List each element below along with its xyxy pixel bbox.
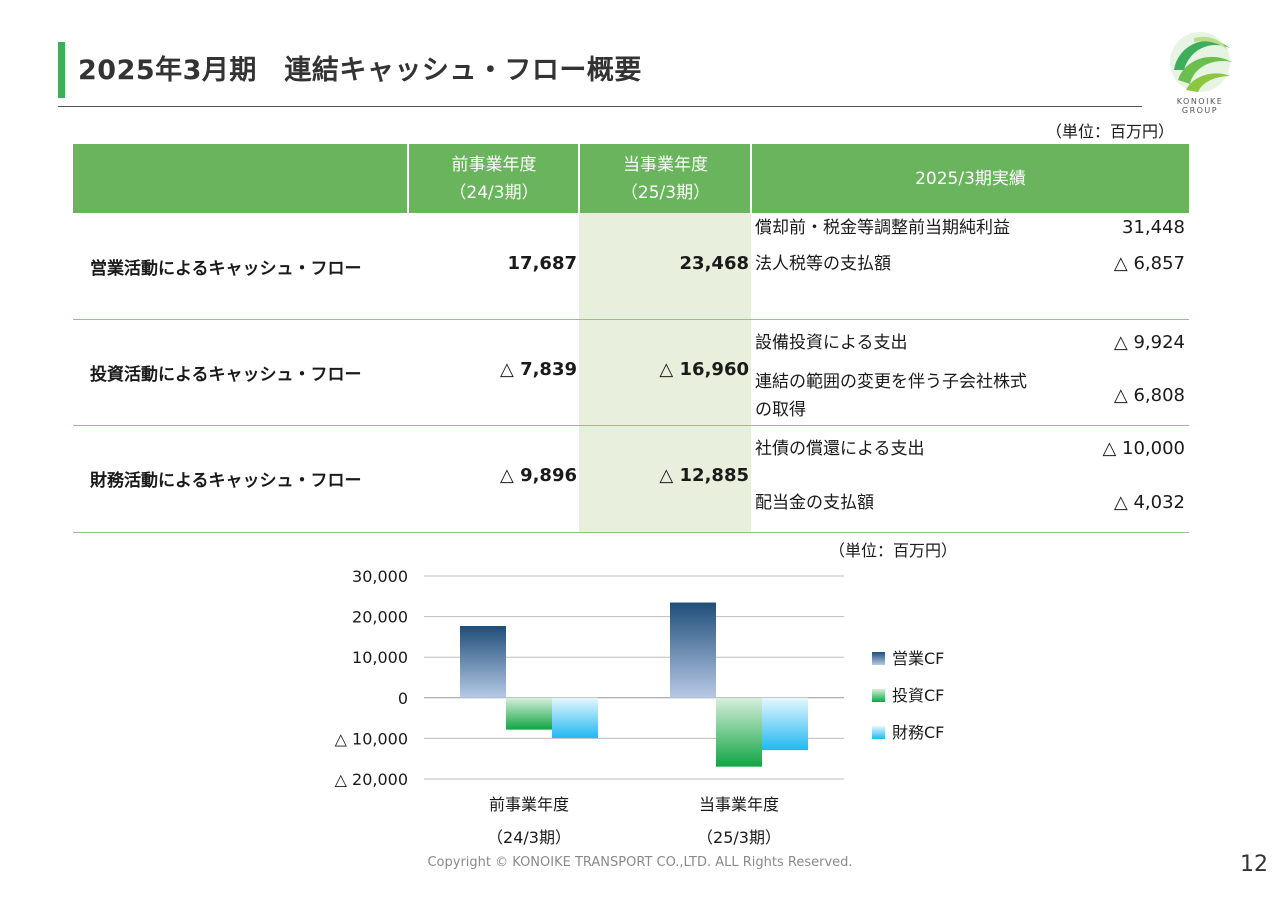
financing-cur-value: △ 12,885 (659, 465, 749, 486)
current-year-highlight (579, 213, 751, 533)
detail-label: 設備投資による支出 (755, 333, 908, 353)
legend-swatch (872, 689, 885, 702)
header-prev-line1: 前事業年度 (451, 154, 537, 175)
detail-label-cont: の取得 (755, 400, 806, 420)
bar (670, 602, 716, 698)
detail-value: △ 4,032 (1113, 492, 1185, 513)
bar (552, 697, 598, 738)
legend-label: 財務CF (892, 723, 944, 742)
legend-label: 投資CF (892, 686, 944, 705)
legend-swatch (872, 726, 885, 739)
chart-unit-label: （単位：百万円） (829, 541, 958, 560)
y-tick-label: △ 10,000 (335, 729, 408, 748)
operating-prev-value: 17,687 (507, 253, 577, 274)
operating-cur-value: 23,468 (679, 253, 749, 274)
y-tick-label: 30,000 (352, 567, 408, 586)
x-tick-label: （25/3期） (697, 828, 781, 847)
y-tick-label: △ 20,000 (335, 770, 408, 789)
page-number: 12 (1240, 852, 1268, 877)
legend-label: 営業CF (892, 649, 944, 668)
bar (762, 697, 808, 751)
y-tick-label: 0 (398, 689, 408, 708)
row-label-investing: 投資活動によるキャッシュ・フロー (90, 365, 362, 385)
detail-value: △ 6,857 (1113, 253, 1185, 274)
detail-value: △ 6,808 (1113, 385, 1185, 406)
detail-value: △ 9,924 (1113, 332, 1185, 353)
x-tick-label: 前事業年度 (489, 795, 569, 814)
detail-label: 社債の償還による支出 (755, 439, 925, 459)
header-prev-line2: （24/3期） (449, 182, 539, 203)
x-tick-label: （24/3期） (487, 828, 571, 847)
y-tick-label: 10,000 (352, 648, 408, 667)
title-accent-bar (58, 42, 65, 98)
title-divider (58, 106, 1142, 107)
legend-swatch (872, 652, 885, 665)
row-divider (73, 425, 1189, 426)
x-tick-label: 当事業年度 (699, 795, 779, 814)
header-prev-year: 前事業年度 （24/3期） (409, 144, 579, 213)
detail-label: 法人税等の支払額 (755, 254, 891, 274)
bar (506, 697, 552, 730)
konoike-logo-icon (1170, 32, 1232, 92)
cashflow-bar-chart: 30,000 20,000 10,000 0 △ 10,000 △ 20,000 前事業年度… (335, 567, 945, 847)
detail-label: 連結の範囲の変更を伴う子会社株式 (755, 372, 1027, 392)
header-divider (578, 144, 580, 213)
investing-prev-value: △ 7,839 (499, 359, 577, 380)
detail-label: 償却前・税金等調整前当期純利益 (755, 218, 1010, 238)
header-detail: 2025/3期実績 (752, 144, 1189, 213)
detail-value: △ 10,000 (1102, 438, 1185, 459)
header-cur-year: 当事業年度 （25/3期） (580, 144, 751, 213)
row-divider (73, 532, 1189, 533)
table-header: 前事業年度 （24/3期） 当事業年度 （25/3期） 2025/3期実績 (73, 144, 1189, 213)
bar (716, 697, 762, 767)
copyright-notice: Copyright © KONOIKE TRANSPORT CO.,LTD. A… (427, 855, 853, 870)
financing-prev-value: △ 9,896 (499, 465, 577, 486)
unit-label: （単位：百万円） (1045, 122, 1174, 141)
row-divider (73, 319, 1189, 320)
investing-cur-value: △ 16,960 (659, 359, 749, 380)
detail-value: 31,448 (1122, 217, 1185, 238)
y-tick-label: 20,000 (352, 608, 408, 627)
logo-line-2: GROUP (1181, 106, 1219, 115)
row-label-operating: 営業活動によるキャッシュ・フロー (90, 259, 362, 279)
detail-label: 配当金の支払額 (755, 493, 874, 513)
row-label-financing: 財務活動によるキャッシュ・フロー (90, 471, 362, 491)
logo-line-1: KONOIKE (1176, 97, 1224, 106)
logo-wordmark: KONOIKE GROUP (1160, 97, 1240, 115)
header-cur-line2: （25/3期） (620, 182, 711, 203)
header-divider (750, 144, 752, 213)
header-divider (407, 144, 409, 213)
header-cur-line1: 当事業年度 (623, 154, 708, 175)
bar (460, 625, 506, 698)
header-detail-label: 2025/3期実績 (915, 168, 1026, 189)
page-title: 2025年3月期 連結キャッシュ・フロー概要 (78, 55, 642, 86)
